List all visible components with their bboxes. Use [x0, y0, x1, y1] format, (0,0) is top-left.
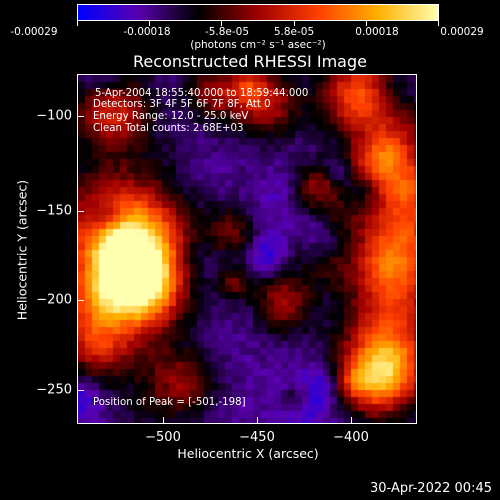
- colorbar-label: 0.00029: [440, 26, 484, 38]
- colorbar-units: (photons cm⁻² s⁻¹ asec⁻²): [190, 39, 326, 51]
- heatmap-image: [78, 75, 416, 423]
- x-tick-label: −500: [145, 430, 181, 445]
- colorbar-label: 5.8e-05: [273, 26, 315, 38]
- colorbar-tick: [366, 21, 367, 26]
- y-tick-label: −250: [36, 382, 72, 398]
- y-tick-label: −100: [36, 108, 72, 124]
- x-tick: [163, 417, 164, 423]
- x-tick: [257, 417, 258, 423]
- colorbar-tick: [221, 21, 222, 26]
- colorbar-label: -0.00029: [10, 26, 58, 38]
- y-axis-label: Heliocentric Y (arcsec): [14, 179, 30, 321]
- colorbar-label: 0.00018: [355, 26, 399, 38]
- timestamp: 30-Apr-2022 00:45: [370, 481, 492, 496]
- colorbar-tick: [438, 21, 439, 26]
- x-tick-label: −450: [239, 430, 275, 445]
- annotation-clean-counts: Clean Total counts: 2.68E+03: [93, 123, 244, 134]
- y-tick: [78, 116, 84, 117]
- y-tick-label: −150: [36, 203, 72, 219]
- plot-title: Reconstructed RHESSI Image: [133, 52, 367, 71]
- colorbar-label: -5.8e-05: [204, 26, 250, 38]
- x-tick: [351, 417, 352, 423]
- plot-area: 5-Apr-2004 18:55:40.000 to 18:59:44.000 …: [77, 74, 417, 424]
- annotation-peak-position: Position of Peak = [-501,-198]: [93, 397, 246, 408]
- colorbar-label: -0.00018: [123, 26, 171, 38]
- x-tick-label: −400: [333, 430, 369, 445]
- annotation-energy-range: Energy Range: 12.0 - 25.0 keV: [93, 111, 249, 122]
- y-tick: [78, 390, 84, 391]
- colorbar-tick: [149, 21, 150, 26]
- colorbar: [77, 4, 439, 21]
- y-tick: [78, 300, 84, 301]
- x-axis-label: Heliocentric X (arcsec): [177, 446, 319, 461]
- y-tick: [78, 211, 84, 212]
- y-tick-label: −200: [36, 292, 72, 308]
- colorbar-tick: [77, 21, 78, 26]
- colorbar-tick: [294, 21, 295, 26]
- annotation-time-range: 5-Apr-2004 18:55:40.000 to 18:59:44.000: [95, 88, 309, 99]
- annotation-detectors: Detectors: 3F 4F 5F 6F 7F 8F, Att 0: [93, 99, 271, 110]
